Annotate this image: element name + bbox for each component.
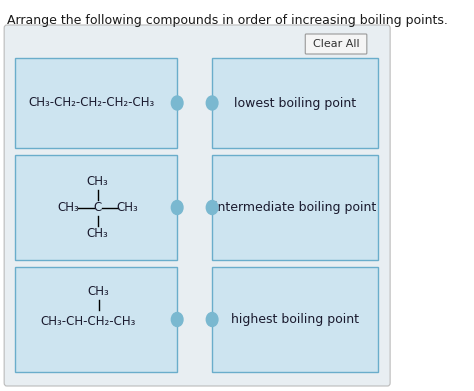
Text: CH₃-CH-CH₂-CH₃: CH₃-CH-CH₂-CH₃ (40, 315, 136, 328)
Text: Clear All: Clear All (313, 39, 359, 49)
FancyBboxPatch shape (15, 155, 177, 260)
Circle shape (206, 312, 218, 326)
Text: C: C (93, 201, 102, 214)
Text: CH₃: CH₃ (57, 201, 79, 214)
Text: CH₃: CH₃ (88, 285, 109, 298)
Circle shape (172, 201, 183, 215)
Text: Arrange the following compounds in order of increasing boiling points.: Arrange the following compounds in order… (7, 14, 447, 27)
Circle shape (206, 96, 218, 110)
FancyBboxPatch shape (212, 267, 378, 372)
Circle shape (206, 201, 218, 215)
FancyBboxPatch shape (305, 34, 367, 54)
Circle shape (172, 96, 183, 110)
Text: CH₃: CH₃ (117, 201, 138, 214)
Text: intermediate boiling point: intermediate boiling point (214, 201, 376, 214)
FancyBboxPatch shape (4, 25, 390, 386)
Text: CH₃-CH₂-CH₂-CH₂-CH₃: CH₃-CH₂-CH₂-CH₂-CH₃ (29, 97, 155, 109)
Text: highest boiling point: highest boiling point (231, 313, 359, 326)
FancyBboxPatch shape (212, 58, 378, 148)
Text: CH₃: CH₃ (87, 175, 109, 188)
Text: lowest boiling point: lowest boiling point (234, 97, 356, 109)
Text: CH₃: CH₃ (87, 227, 109, 240)
FancyBboxPatch shape (212, 155, 378, 260)
FancyBboxPatch shape (15, 267, 177, 372)
Circle shape (172, 312, 183, 326)
FancyBboxPatch shape (15, 58, 177, 148)
